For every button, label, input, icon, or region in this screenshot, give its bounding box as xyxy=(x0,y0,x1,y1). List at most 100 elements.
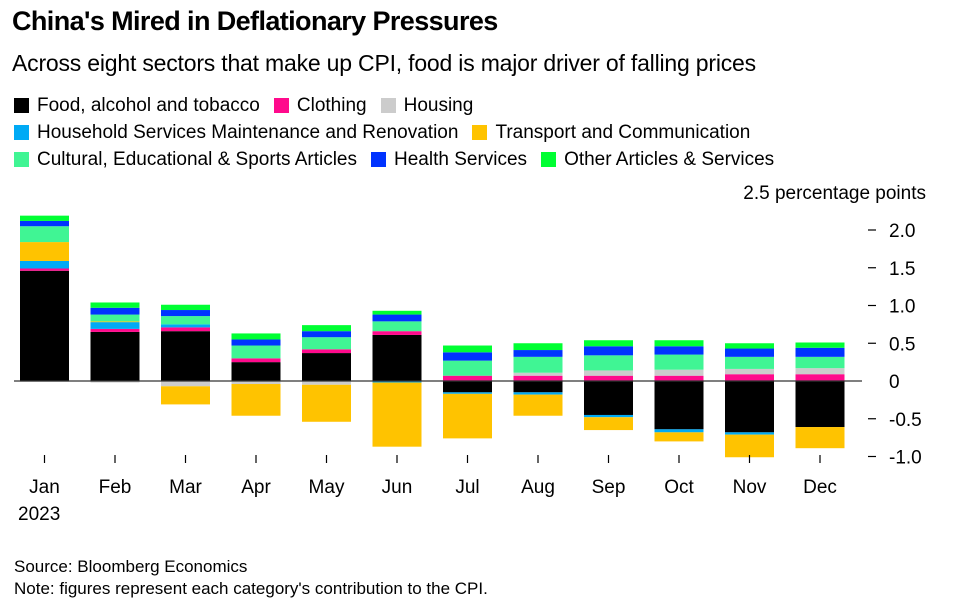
legend-item-household-services-maintenance-and-renovation: Household Services Maintenance and Renov… xyxy=(14,122,458,144)
bar-segment-jan-food-alcohol-and-tobacco xyxy=(20,270,69,381)
legend-label: Other Articles & Services xyxy=(564,148,775,170)
x-tick-label-dec: Dec xyxy=(803,477,837,498)
legend-swatch xyxy=(541,152,557,167)
bar-segment-oct-other-articles-services xyxy=(654,340,704,347)
bar-segment-jul-cultural-educational-sports-articles xyxy=(443,360,492,376)
bar-segment-mar-clothing xyxy=(161,327,210,332)
x-tick-label-sep: Sep xyxy=(592,477,626,498)
bar-segment-dec-transport-and-communication xyxy=(795,427,845,449)
bar-segment-aug-other-articles-services xyxy=(513,343,563,351)
bar-segment-apr-cultural-educational-sports-articles xyxy=(231,345,281,359)
legend-swatch xyxy=(380,98,396,113)
bar-segment-oct-health-services xyxy=(654,346,704,355)
bar-segment-oct-household-services-maintenance-and-renovation xyxy=(654,429,704,433)
bar-segment-oct-transport-and-communication xyxy=(654,432,704,442)
bar-segment-dec-health-services xyxy=(795,347,845,357)
x-tick-label-nov: Nov xyxy=(733,477,767,498)
stacked-bar-chart: 2.5 percentage points 2.0 1.5 1.0 0.5 0 -0.5 -1… xyxy=(14,183,926,525)
bar-segment-apr-food-alcohol-and-tobacco xyxy=(231,362,281,381)
bar-segment-may-clothing xyxy=(302,349,351,354)
bar-segment-dec-food-alcohol-and-tobacco xyxy=(795,381,845,428)
bar-segment-feb-household-services-maintenance-and-renovation xyxy=(90,322,140,329)
x-tick-label-jan: Jan xyxy=(29,477,60,498)
legend-item-health-services: Health Services xyxy=(371,149,527,171)
bar-segment-sep-health-services xyxy=(584,346,633,356)
bar-segment-jan-transport-and-communication xyxy=(20,242,69,261)
legend-item-food-alcohol-and-tobacco: Food, alcohol and tobacco xyxy=(14,95,260,117)
x-tick-label-may: May xyxy=(309,477,345,498)
bar-segment-jan-clothing xyxy=(20,268,69,271)
bar-segment-feb-health-services xyxy=(90,307,140,315)
bar-segment-may-housing xyxy=(302,381,351,385)
bar-segment-feb-transport-and-communication xyxy=(90,321,140,323)
bar-segment-dec-housing xyxy=(795,368,845,375)
bar-segment-mar-household-services-maintenance-and-renovation xyxy=(161,324,210,328)
bar-segment-sep-clothing xyxy=(584,375,633,381)
bar-segment-mar-other-articles-services xyxy=(161,304,210,311)
y-tick-label: 1.5 xyxy=(889,259,915,280)
legend-swatch xyxy=(14,98,29,113)
bar-segment-oct-clothing xyxy=(654,375,704,381)
bar-segment-aug-food-alcohol-and-tobacco xyxy=(513,381,563,393)
bar-segment-jun-health-services xyxy=(372,314,422,322)
bar-segment-nov-clothing xyxy=(725,374,774,381)
bar-segment-jul-clothing xyxy=(443,375,492,381)
legend: Food, alcohol and tobacco Clothing Housing… xyxy=(14,92,944,173)
bar-segment-jan-cultural-educational-sports-articles xyxy=(20,226,69,243)
bar-segment-oct-cultural-educational-sports-articles xyxy=(654,354,704,370)
bar-segment-nov-health-services xyxy=(725,348,774,357)
bar-segment-nov-transport-and-communication xyxy=(725,434,774,458)
bar-segment-dec-clothing xyxy=(795,374,845,381)
bar-segment-sep-cultural-educational-sports-articles xyxy=(584,355,633,371)
x-axis-year-label: 2023 xyxy=(18,504,60,525)
bar-segment-apr-housing xyxy=(231,381,281,385)
bar-segment-apr-other-articles-services xyxy=(231,333,281,340)
bar-segment-may-food-alcohol-and-tobacco xyxy=(302,353,351,381)
bar-segment-feb-other-articles-services xyxy=(90,302,140,308)
x-tick-label-feb: Feb xyxy=(99,477,132,498)
legend-item-cultural-educational-sports-articles: Cultural, Educational & Sports Articles xyxy=(14,149,357,171)
y-axis-unit-label: 2.5 percentage points xyxy=(743,183,926,204)
legend-label: Household Services Maintenance and Renov… xyxy=(37,121,459,143)
bar-segment-mar-health-services xyxy=(161,310,210,317)
legend-label: Clothing xyxy=(296,94,367,116)
legend-swatch xyxy=(14,125,29,140)
bar-segment-mar-transport-and-communication xyxy=(161,386,210,405)
bar-segment-nov-housing xyxy=(725,368,774,375)
x-tick-label-aug: Aug xyxy=(521,477,555,498)
y-tick-label: 1.0 xyxy=(889,297,915,318)
bar-segment-may-health-services xyxy=(302,331,351,338)
x-tick-label-jul: Jul xyxy=(455,477,479,498)
x-tick-label-apr: Apr xyxy=(241,477,271,498)
legend-row: Cultural, Educational & Sports Articles H… xyxy=(14,146,944,173)
legend-swatch xyxy=(472,125,488,140)
bar-segment-jul-transport-and-communication xyxy=(443,393,492,439)
bar-segment-nov-household-services-maintenance-and-renovation xyxy=(725,432,774,435)
chart-subtitle: Across eight sectors that make up CPI, f… xyxy=(12,50,756,76)
y-tick-label: -0.5 xyxy=(889,410,922,431)
bar-segment-oct-food-alcohol-and-tobacco xyxy=(654,381,704,430)
y-tick-label: 0.5 xyxy=(889,334,915,355)
note-text: Note: figures represent each category's … xyxy=(14,579,488,598)
bar-segment-aug-cultural-educational-sports-articles xyxy=(513,356,563,373)
y-tick-label: 2.0 xyxy=(889,221,915,242)
bar-segment-jul-household-services-maintenance-and-renovation xyxy=(443,392,492,394)
legend-swatch xyxy=(14,152,29,167)
bar-segment-jul-other-articles-services xyxy=(443,345,492,353)
legend-row: Household Services Maintenance and Renov… xyxy=(14,119,944,146)
bar-segment-jun-household-services-maintenance-and-renovation xyxy=(372,381,422,383)
bar-segment-jan-household-services-maintenance-and-renovation xyxy=(20,260,69,269)
y-tick-label: 0 xyxy=(889,372,900,393)
bar-segment-aug-clothing xyxy=(513,375,563,381)
bar-segment-feb-clothing xyxy=(90,328,140,332)
bar-segment-feb-housing xyxy=(90,381,140,383)
bar-segment-aug-health-services xyxy=(513,350,563,357)
legend-item-clothing: Clothing xyxy=(273,94,367,117)
legend-label: Transport and Communication xyxy=(495,121,751,143)
y-tick-label: -1.0 xyxy=(889,448,922,469)
bar-segment-jun-cultural-educational-sports-articles xyxy=(372,321,422,332)
bar-segment-apr-transport-and-communication xyxy=(231,384,281,416)
legend-label: Food, alcohol and tobacco xyxy=(37,94,260,116)
bar-segment-sep-food-alcohol-and-tobacco xyxy=(584,381,633,415)
chart-title: China's Mired in Deflationary Pressures xyxy=(12,6,498,36)
